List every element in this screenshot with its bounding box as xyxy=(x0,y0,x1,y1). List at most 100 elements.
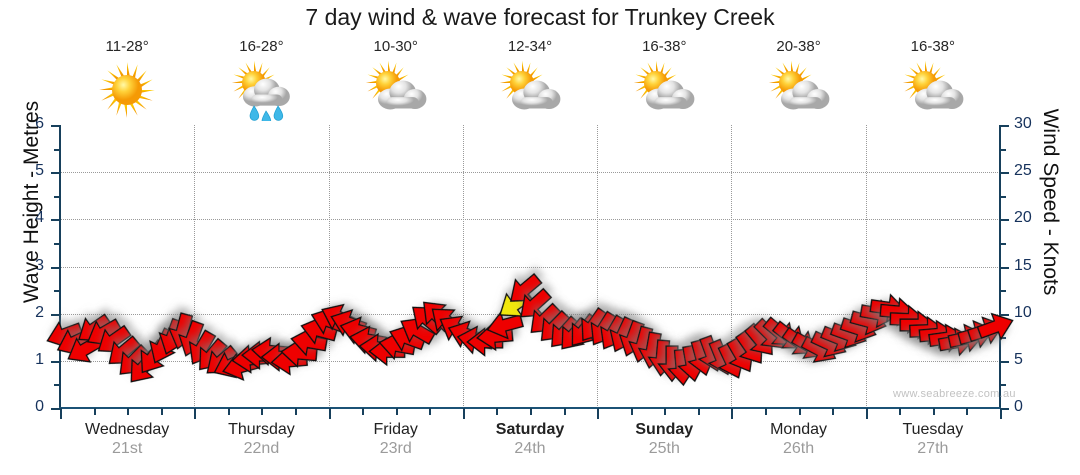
axis-minor-tick-left xyxy=(54,384,60,387)
axis-label-right: 25 xyxy=(1014,162,1032,180)
sun-cloud-icon xyxy=(900,59,966,126)
axis-tick-day-boundary xyxy=(328,408,331,419)
axis-tick-right xyxy=(1000,360,1009,363)
day-date: 22nd xyxy=(243,440,280,457)
gridline-vertical xyxy=(328,125,330,408)
weather-icon-wrap xyxy=(329,59,463,121)
day-date: 24th xyxy=(514,440,546,457)
axis-label-left: 0 xyxy=(35,398,44,415)
plot-area xyxy=(60,125,1000,408)
day-footer-monday: Monday 26th xyxy=(732,420,866,458)
axis-tick-bottom xyxy=(227,408,230,415)
day-date: 23rd xyxy=(379,440,412,457)
axis-tick-left xyxy=(51,408,60,410)
axis-tick-bottom xyxy=(93,408,96,415)
axis-tick-day-boundary xyxy=(865,408,868,419)
day-footer-wednesday: Wednesday 21st xyxy=(60,420,194,458)
axis-label-right: 15 xyxy=(1014,256,1032,274)
day-name: Sunday xyxy=(635,421,694,438)
axis-minor-tick-right xyxy=(1000,384,1006,387)
day-header-thursday: 16-28° xyxy=(194,38,328,126)
temperature-range: 20-38° xyxy=(776,38,821,55)
axis-tick-left xyxy=(51,313,60,316)
temperature-range: 10-30° xyxy=(373,38,418,55)
axis-tick-bottom xyxy=(664,408,667,415)
axis-tick-day-boundary xyxy=(1000,408,1002,419)
day-footer-sunday: Sunday 25th xyxy=(597,420,731,458)
day-footer-friday: Friday 23rd xyxy=(329,420,463,458)
weather-icon-wrap xyxy=(194,59,328,126)
axis-tick-bottom xyxy=(630,408,633,415)
gridline-vertical xyxy=(865,125,867,408)
axis-tick-left xyxy=(51,125,60,127)
axis-tick-bottom xyxy=(899,408,902,415)
axis-tick-day-boundary xyxy=(194,408,197,419)
weather-icon-wrap xyxy=(866,59,1000,121)
axis-minor-tick-right xyxy=(1000,337,1006,340)
axis-tick-day-boundary xyxy=(597,408,600,419)
watermark: www.seabreeze.com.au xyxy=(893,388,1016,400)
gridline-vertical xyxy=(731,125,733,408)
sun-cloud-icon xyxy=(631,59,697,126)
temperature-range: 12-34° xyxy=(507,38,553,55)
day-name: Friday xyxy=(373,421,418,438)
axis-label-left: 5 xyxy=(35,162,44,180)
gridline-horizontal xyxy=(60,313,1000,315)
axis-title-right: Wind Speed - Knots xyxy=(1039,108,1062,296)
axis-tick-day-boundary xyxy=(462,408,465,419)
day-footer-thursday: Thursday 22nd xyxy=(194,420,328,458)
axis-tick-bottom xyxy=(362,408,365,415)
axis-title-left: Wave Height - Metres xyxy=(20,100,43,304)
axis-tick-right xyxy=(1000,125,1009,127)
axis-tick-right xyxy=(1000,313,1009,316)
axis-label-right: 30 xyxy=(1014,115,1032,132)
gridline-horizontal xyxy=(60,219,1000,221)
axis-tick-bottom xyxy=(563,408,566,415)
temperature-range: 16-38° xyxy=(642,38,687,55)
sun-cloud-rain-icon xyxy=(228,59,294,126)
axis-tick-bottom xyxy=(395,408,398,415)
axis-minor-tick-left xyxy=(54,242,60,245)
day-header-tuesday: 16-38° xyxy=(866,38,1000,121)
axis-tick-left xyxy=(51,219,60,222)
axis-tick-bottom xyxy=(932,408,935,415)
axis-label-left: 6 xyxy=(35,115,44,132)
axis-label-right: 10 xyxy=(1014,303,1032,321)
gridline-horizontal xyxy=(60,360,1000,362)
gridline-vertical xyxy=(597,125,599,408)
axis-tick-bottom xyxy=(530,408,532,415)
axis-tick-bottom xyxy=(261,408,264,415)
day-date: 25th xyxy=(648,440,680,457)
axis-tick-day-boundary xyxy=(731,408,734,419)
axis-left-line xyxy=(59,125,61,409)
day-name: Tuesday xyxy=(902,421,964,438)
day-name: Thursday xyxy=(228,421,295,438)
gridline-horizontal xyxy=(60,266,1000,268)
day-footer-saturday: Saturday 24th xyxy=(463,420,597,458)
axis-label-right: 5 xyxy=(1014,350,1023,368)
axis-tick-right xyxy=(1000,172,1009,175)
day-header-monday: 20-38° xyxy=(732,38,866,121)
axis-label-right: 0 xyxy=(1014,398,1023,415)
axis-tick-left xyxy=(51,266,60,269)
axis-label-left: 1 xyxy=(35,350,44,368)
axis-tick-bottom xyxy=(295,408,297,415)
gridline-horizontal xyxy=(60,172,1000,174)
gridline-vertical xyxy=(462,125,464,408)
axis-minor-tick-left xyxy=(54,195,60,198)
axis-tick-day-boundary xyxy=(60,408,62,419)
day-name: Wednesday xyxy=(85,421,170,438)
day-name: Saturday xyxy=(495,421,565,438)
axis-tick-bottom xyxy=(798,408,801,415)
temperature-range: 16-38° xyxy=(910,38,956,55)
axis-tick-right xyxy=(1000,219,1009,222)
axis-minor-tick-right xyxy=(1000,148,1006,151)
axis-minor-tick-right xyxy=(1000,195,1006,198)
weather-icon-wrap xyxy=(463,59,597,121)
axis-minor-tick-left xyxy=(54,290,60,293)
page-title: 7 day wind & wave forecast for Trunkey C… xyxy=(305,4,775,30)
axis-tick-bottom xyxy=(765,408,767,415)
axis-label-left: 3 xyxy=(35,256,44,274)
sun-cloud-icon xyxy=(766,59,832,126)
